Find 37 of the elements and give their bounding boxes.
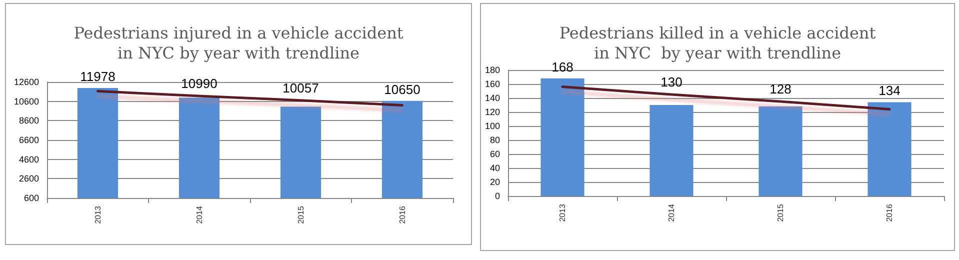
y-tick-label: 0: [494, 191, 500, 201]
x-tick-label: 2015: [776, 203, 785, 222]
data-label: 128: [770, 82, 792, 96]
y-tick-label: 140: [484, 93, 500, 103]
y-tick-label: 12600: [14, 77, 39, 87]
x-tick-label: 2014: [667, 203, 676, 222]
x-tick-label: 2013: [558, 203, 567, 222]
data-label: 10057: [282, 80, 319, 96]
data-label: 130: [660, 74, 682, 90]
y-tick-label: 10600: [14, 96, 39, 106]
y-tick-label: 600: [24, 193, 39, 203]
y-tick-label: 120: [484, 107, 500, 117]
y-tick-label: 100: [484, 121, 500, 131]
y-tick-label: 60: [490, 149, 500, 159]
x-tick-label: 2014: [194, 205, 204, 224]
data-label: 134: [878, 83, 900, 98]
data-label: 11978: [80, 69, 116, 84]
bar: [868, 102, 912, 196]
data-label: 10650: [384, 82, 420, 97]
data-label: 10990: [181, 76, 218, 92]
bar: [758, 106, 802, 196]
y-tick-label: 4600: [18, 154, 39, 164]
y-tick-label: 40: [490, 163, 500, 173]
bar: [650, 105, 694, 196]
chart-title: Pedestrians injured in a vehicle accident in NYC by year with trendline: [74, 24, 404, 62]
y-tick-label: 8600: [18, 116, 39, 126]
y-tick-label: 6600: [18, 135, 39, 145]
x-tick-label: 2015: [296, 205, 306, 224]
y-tick-label: 180: [484, 65, 500, 75]
y-tick-label: 2600: [18, 174, 39, 184]
x-tick-label: 2013: [93, 205, 102, 224]
y-tick-label: 20: [490, 177, 500, 187]
y-tick-label: 80: [490, 135, 500, 145]
x-tick-label: 2016: [885, 203, 894, 222]
x-tick-label: 2016: [398, 205, 407, 224]
y-tick-label: 160: [484, 79, 500, 89]
bar: [540, 78, 584, 196]
